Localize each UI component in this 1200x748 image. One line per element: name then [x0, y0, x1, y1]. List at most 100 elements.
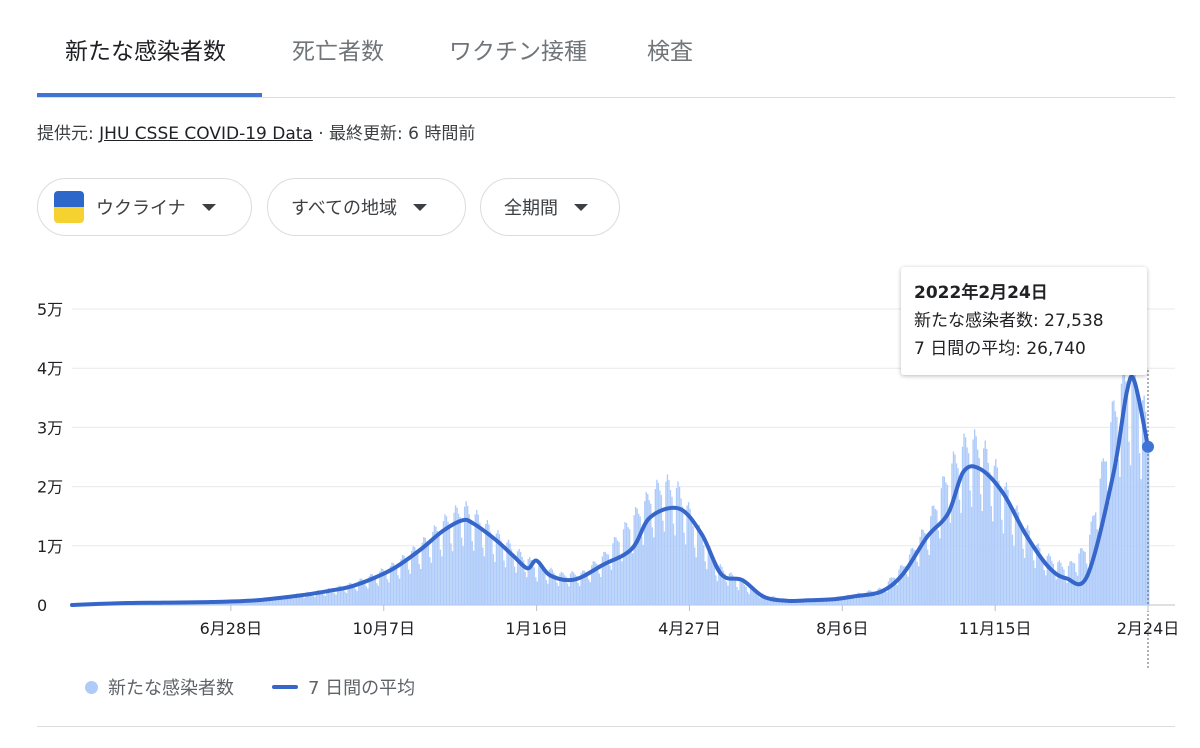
daily-case-bar: [577, 583, 579, 605]
daily-case-bar: [690, 519, 693, 605]
daily-case-bar: [858, 592, 861, 605]
daily-case-bar: [597, 564, 599, 605]
daily-case-bar: [878, 587, 880, 605]
daily-case-bar: [843, 599, 846, 605]
daily-case-bar: [668, 480, 670, 605]
daily-case-bar: [972, 439, 974, 605]
daily-case-bar: [727, 585, 729, 605]
daily-case-bar: [615, 537, 617, 605]
daily-case-bar: [1131, 369, 1133, 605]
tab-vaccinations[interactable]: ワクチン接種: [449, 39, 587, 65]
daily-case-bar: [1046, 555, 1048, 605]
daily-case-bar: [448, 524, 451, 605]
daily-case-bar: [998, 480, 1000, 605]
daily-case-bar: [765, 595, 767, 605]
tab-tests[interactable]: 検査: [647, 39, 693, 65]
region-dropdown[interactable]: すべての地域: [267, 178, 466, 236]
daily-case-bar: [884, 591, 887, 605]
daily-case-bar: [480, 527, 482, 605]
daily-case-bar: [810, 601, 812, 605]
tab-new-cases[interactable]: 新たな感染者数: [65, 39, 226, 65]
daily-case-bar: [698, 524, 700, 605]
daily-case-bar: [913, 549, 915, 605]
daily-case-bar: [308, 592, 310, 605]
daily-case-bar: [341, 586, 343, 605]
daily-case-bar: [742, 582, 744, 605]
daily-case-bar: [978, 458, 980, 605]
daily-case-bar: [386, 579, 389, 605]
daily-case-bar: [503, 560, 505, 605]
daily-case-bar: [769, 599, 772, 605]
daily-case-bar: [329, 588, 331, 605]
daily-case-bar: [790, 601, 793, 605]
daily-case-bar: [1007, 489, 1009, 605]
daily-case-bar: [955, 463, 958, 605]
daily-case-bar: [388, 582, 390, 605]
period-dropdown[interactable]: 全期間: [480, 178, 620, 236]
x-tick-label: 4月27日: [658, 619, 721, 638]
cases-chart[interactable]: 0 1万 2万 3万 4万 5万 6月28日 10月7日 1月16日 4月27日 8月6日 11月1…: [0, 260, 1200, 670]
daily-case-bar: [693, 547, 696, 605]
daily-case-bar: [958, 499, 961, 605]
daily-case-bar: [392, 563, 395, 605]
daily-case-bar: [350, 583, 352, 605]
daily-case-bar: [654, 488, 657, 605]
daily-case-bar: [483, 556, 485, 605]
daily-case-bar: [414, 547, 416, 605]
daily-case-bar: [848, 594, 850, 605]
daily-case-bar: [715, 575, 717, 605]
daily-case-bar: [492, 554, 495, 605]
daily-case-bar: [896, 585, 899, 605]
daily-case-bar: [637, 513, 640, 605]
daily-case-bar: [432, 531, 434, 605]
daily-case-bar: [438, 533, 440, 605]
y-tick-label: 2万: [37, 478, 63, 497]
country-dropdown[interactable]: ウクライナ: [37, 178, 252, 236]
daily-case-bar: [377, 585, 380, 605]
daily-case-bar: [963, 433, 965, 605]
daily-case-bar: [749, 587, 752, 605]
daily-case-bar: [756, 592, 758, 605]
daily-case-bar: [763, 594, 765, 605]
daily-case-bar: [939, 538, 941, 605]
daily-case-bar: [1148, 450, 1150, 605]
daily-case-bar: [983, 448, 985, 605]
daily-case-bar: [588, 579, 590, 605]
daily-case-bar: [1134, 365, 1136, 605]
daily-case-bar: [604, 551, 607, 605]
daily-case-bar: [315, 591, 318, 605]
daily-case-bar: [321, 591, 324, 605]
daily-case-bar: [566, 583, 569, 605]
daily-case-bar: [980, 494, 982, 605]
daily-case-bar: [1011, 534, 1014, 605]
daily-case-bar: [1054, 574, 1056, 605]
daily-case-bar: [924, 532, 926, 605]
daily-case-bar: [754, 590, 756, 605]
legend-bars-label: 新たな感染者数: [108, 678, 234, 699]
daily-case-bar: [739, 581, 741, 605]
daily-case-bar: [780, 600, 782, 605]
daily-case-bar: [989, 472, 991, 605]
daily-case-bar: [704, 561, 706, 605]
daily-case-bar: [1058, 560, 1061, 605]
daily-case-bar: [995, 459, 997, 605]
daily-case-bar: [1049, 556, 1051, 605]
tab-deaths[interactable]: 死亡者数: [292, 39, 384, 65]
daily-case-bar: [495, 533, 498, 605]
source-link[interactable]: JHU CSSE COVID-19 Data: [99, 124, 313, 144]
daily-case-bar: [507, 539, 510, 605]
daily-case-bar: [967, 453, 970, 605]
daily-case-bar: [745, 586, 747, 605]
daily-case-bar: [1108, 501, 1111, 605]
daily-case-bar: [364, 580, 366, 605]
daily-case-bar: [908, 554, 911, 605]
daily-case-bar: [703, 544, 705, 605]
daily-case-bar: [949, 522, 952, 605]
daily-case-bar: [683, 532, 685, 605]
daily-case-bar: [973, 429, 976, 605]
x-tick-label: 11月15日: [959, 619, 1032, 638]
daily-case-bar: [930, 516, 932, 605]
daily-case-bar: [612, 543, 614, 605]
daily-case-bar: [336, 587, 339, 605]
daily-case-bar: [607, 554, 610, 605]
